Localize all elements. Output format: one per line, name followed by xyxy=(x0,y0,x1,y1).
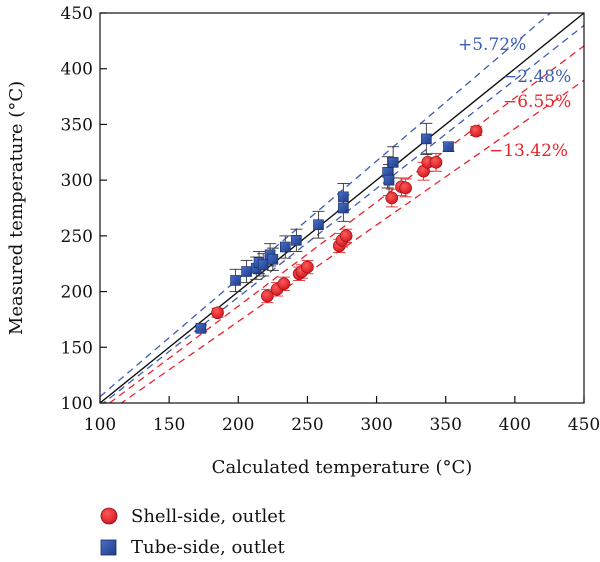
reference-line-4 xyxy=(120,79,584,403)
y-tick-label: 350 xyxy=(61,115,93,135)
y-axis-title: Measured temperature (°C) xyxy=(6,81,27,335)
shell-data-point xyxy=(399,181,412,195)
y-axis-ticks: 100 150 200 250 300 350 400 450 xyxy=(61,4,107,414)
reference-line-3 xyxy=(108,45,584,403)
tube-data-point xyxy=(443,141,454,153)
tube-data-point xyxy=(383,174,395,186)
shell-data-point xyxy=(429,156,443,169)
tube-data-point xyxy=(257,259,269,271)
tube-data-point xyxy=(421,133,432,145)
legend-tube-label: Tube-side, outlet xyxy=(131,537,286,558)
reference-line-label: +5.72% xyxy=(458,35,526,55)
y-tick-label: 300 xyxy=(61,171,93,191)
plot-frame xyxy=(99,12,585,404)
y-tick-label: 200 xyxy=(61,283,93,303)
tube-data-point xyxy=(291,235,302,246)
x-tick-label: 100 xyxy=(84,415,116,435)
tube-data-point xyxy=(313,219,324,231)
legend-shell-marker xyxy=(100,507,118,525)
x-tick-label: 250 xyxy=(291,415,323,435)
reference-line-label: −2.48% xyxy=(503,67,571,87)
x-tick-label: 450 xyxy=(568,415,600,435)
x-axis-title: Calculated temperature (°C) xyxy=(212,457,473,478)
x-tick-label: 300 xyxy=(360,415,392,435)
tube-data-point xyxy=(241,266,252,277)
tube-data-point xyxy=(338,202,349,214)
x-tick-label: 350 xyxy=(429,415,461,435)
tube-data-point xyxy=(387,157,399,168)
shell-data-point xyxy=(277,277,291,291)
reference-line-label: −13.42% xyxy=(489,141,568,161)
legend-item-shell: Shell-side, outlet xyxy=(100,506,286,527)
tube-data-point xyxy=(195,323,207,334)
y-tick-label: 450 xyxy=(61,4,93,24)
tube-data-point xyxy=(267,253,279,265)
shell-data-point xyxy=(261,289,274,303)
tube-data-point xyxy=(230,275,241,286)
x-tick-label: 200 xyxy=(222,415,254,435)
x-tick-label: 150 xyxy=(153,415,185,435)
legend-shell-label: Shell-side, outlet xyxy=(131,506,286,527)
y-tick-label: 100 xyxy=(61,394,93,414)
x-tick-label: 400 xyxy=(499,415,531,435)
reference-line-annotations: +5.72% −2.48% −6.55% −13.42% xyxy=(458,35,571,161)
shell-data-point xyxy=(301,260,314,274)
y-tick-label: 250 xyxy=(61,227,93,247)
legend: Shell-side, outlet Tube-side, outlet xyxy=(100,506,286,558)
data-markers xyxy=(195,124,483,334)
shell-data-point xyxy=(339,229,353,243)
x-axis-ticks: 100 150 200 250 300 350 400 450 xyxy=(84,396,600,435)
legend-item-tube: Tube-side, outlet xyxy=(100,537,286,558)
reference-line-label: −6.55% xyxy=(503,92,571,112)
reference-line-2 xyxy=(102,24,584,403)
legend-tube-marker xyxy=(100,539,117,556)
reference-line-1 xyxy=(100,13,552,398)
y-tick-label: 400 xyxy=(61,60,93,80)
y-tick-label: 150 xyxy=(61,338,93,358)
tube-data-point xyxy=(280,241,291,253)
shell-data-point xyxy=(211,306,224,320)
shell-data-point xyxy=(385,191,399,205)
shell-data-point xyxy=(469,124,483,138)
tube-data-point xyxy=(338,191,349,203)
